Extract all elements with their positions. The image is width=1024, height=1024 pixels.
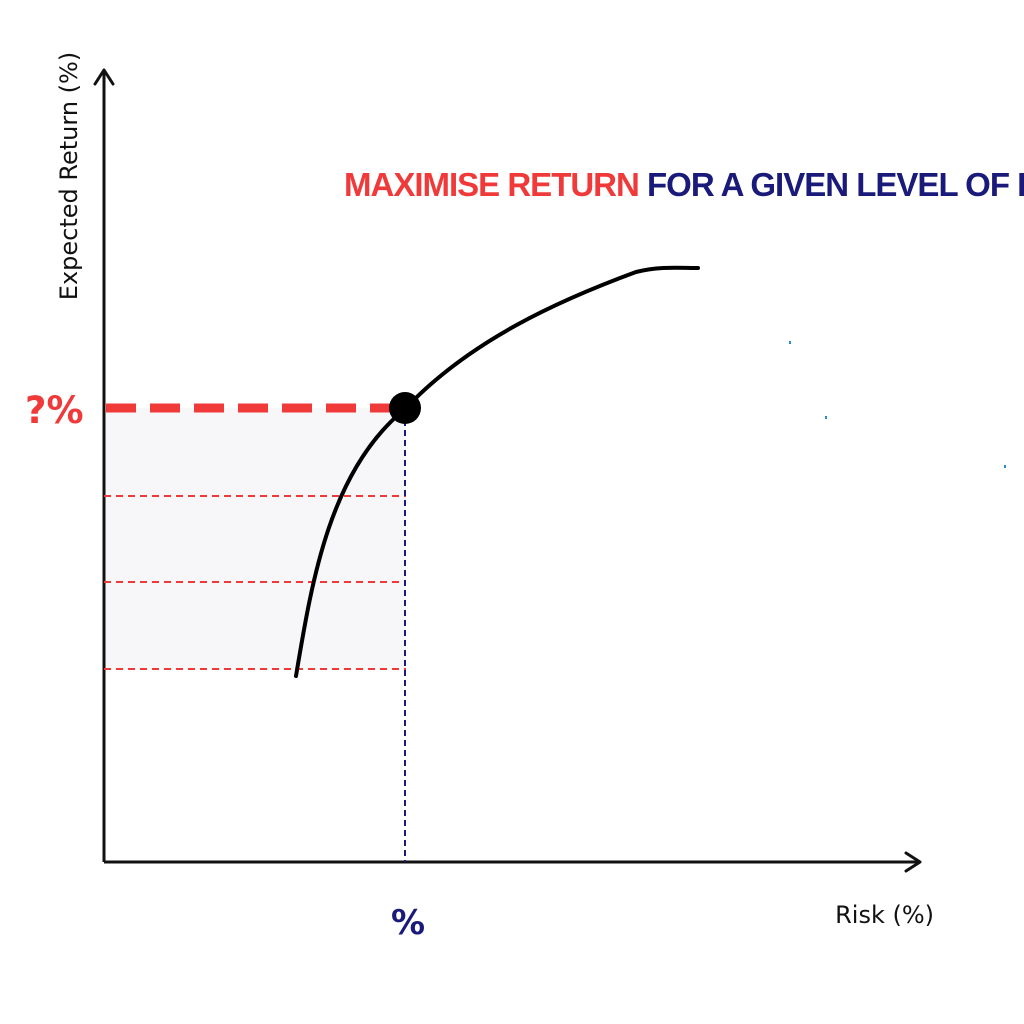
x-axis-arrow-icon: [904, 851, 922, 873]
optimal-portfolio-point: [389, 392, 421, 424]
risk-marker-label: %: [391, 903, 425, 943]
speck: [825, 416, 827, 419]
shaded-region: [104, 408, 406, 670]
y-axis-title: Expected Return (%): [55, 52, 83, 300]
efficient-frontier-curve: [294, 265, 700, 678]
headline-navy-part: FOR A GIVEN LEVEL OF RISK: [639, 166, 1024, 203]
return-marker-label: ?%: [25, 389, 84, 432]
x-axis-title: Risk (%): [835, 901, 934, 929]
y-axis-arrow-icon: [93, 68, 115, 86]
speck: [789, 341, 791, 344]
headline: MAXIMISE RETURN FOR A GIVEN LEVEL OF RIS…: [344, 166, 1024, 203]
headline-red-part: MAXIMISE RETURN: [344, 166, 639, 203]
speck: [1004, 465, 1006, 468]
